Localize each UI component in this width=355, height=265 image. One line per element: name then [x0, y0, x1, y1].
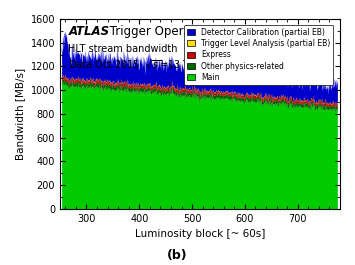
X-axis label: Luminosity block [~ 60s]: Luminosity block [~ 60s] [135, 229, 265, 239]
Text: ATLAS: ATLAS [69, 25, 110, 38]
Legend: Detector Calibration (partial EB), Trigger Level Analysis (partial EB), Express,: Detector Calibration (partial EB), Trigg… [184, 25, 333, 85]
Y-axis label: Bandwidth [MB/s]: Bandwidth [MB/s] [15, 68, 25, 160]
Text: Data Oct 2015  $\sqrt{s}$=13 TeV: Data Oct 2015 $\sqrt{s}$=13 TeV [69, 59, 204, 72]
Text: (b): (b) [167, 249, 188, 262]
Text: HLT stream bandwidth: HLT stream bandwidth [69, 44, 178, 54]
Text: Trigger Operation: Trigger Operation [106, 25, 214, 38]
